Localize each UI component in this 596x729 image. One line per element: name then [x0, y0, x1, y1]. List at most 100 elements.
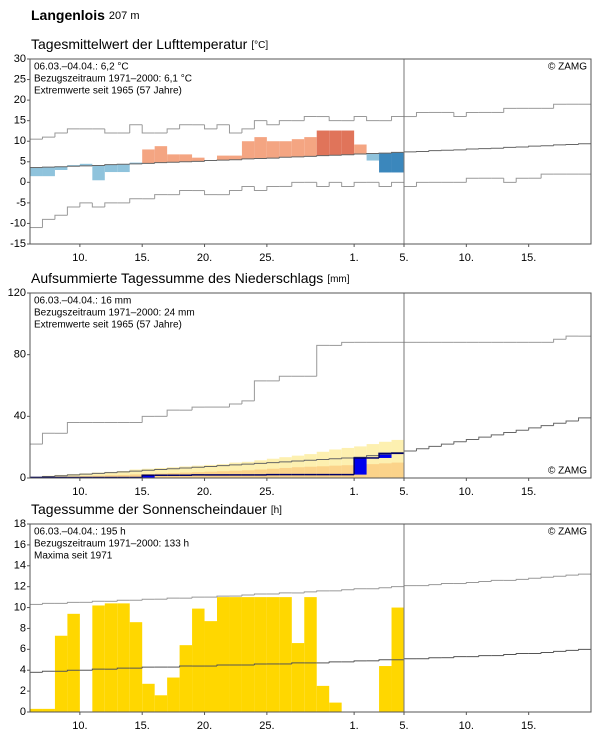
- step-line: [578, 417, 591, 421]
- plot-frame: [29, 523, 592, 713]
- area-step: [117, 471, 130, 478]
- y-tick-label: 0: [20, 472, 26, 484]
- step-line: [503, 654, 517, 656]
- bar: [117, 603, 130, 712]
- bar: [279, 597, 292, 712]
- bar: [192, 608, 205, 712]
- step-line: [515, 429, 529, 433]
- y-tick-label: 10: [14, 135, 26, 147]
- step-line: [465, 177, 479, 183]
- step-line: [453, 441, 467, 445]
- step-line: [179, 467, 193, 469]
- x-tick-label: 1.: [350, 486, 359, 498]
- bar: [379, 666, 392, 712]
- area-step: [391, 462, 404, 478]
- anomaly-bar: [167, 154, 180, 163]
- anomaly-bar: [79, 163, 93, 166]
- step-line: [465, 148, 479, 150]
- y-tick-label: 4: [20, 664, 26, 676]
- cumulative-line: [353, 457, 367, 475]
- y-tick-label: 6: [20, 643, 26, 655]
- step-line: [478, 655, 492, 657]
- step-line: [515, 177, 529, 183]
- annotation: Bezugszeitraum 1971–2000: 24 mm: [34, 308, 195, 319]
- bar: [142, 683, 155, 712]
- step-line: [253, 462, 267, 465]
- step-line: [328, 661, 342, 663]
- step-line: [241, 400, 255, 404]
- anomaly-bar: [329, 130, 342, 156]
- chart-unit: [h]: [271, 505, 282, 516]
- y-tick-label: 40: [14, 410, 26, 422]
- y-tick-label: 80: [14, 349, 26, 361]
- y-tick-label: -10: [10, 217, 26, 229]
- step-line: [353, 588, 367, 590]
- cumulative-line: [378, 452, 392, 458]
- bar: [329, 702, 342, 712]
- step-line: [428, 584, 442, 586]
- step-line: [228, 403, 242, 408]
- area-step: [67, 474, 80, 478]
- step-line: [166, 468, 180, 470]
- bar: [304, 597, 317, 712]
- step-line: [316, 344, 330, 377]
- bar: [266, 597, 280, 712]
- anomaly-bar: [229, 155, 242, 160]
- anomaly-bar: [241, 141, 255, 159]
- step-line: [129, 470, 143, 472]
- area-step: [316, 466, 330, 478]
- x-tick-label: 25.: [259, 720, 274, 729]
- step-line: [478, 436, 492, 440]
- step-line: [553, 575, 567, 578]
- area-step: [104, 475, 118, 478]
- step-line: [291, 181, 305, 187]
- bar: [167, 677, 180, 712]
- step-line: [553, 422, 567, 426]
- step-line: [278, 120, 292, 125]
- bar: [54, 635, 68, 712]
- anomaly-bar: [217, 155, 230, 161]
- area-step: [241, 470, 255, 478]
- step-line: [391, 586, 404, 588]
- area-step: [54, 474, 68, 478]
- bar: [204, 621, 217, 712]
- step-line: [266, 462, 280, 464]
- bar: [129, 622, 143, 712]
- x-tick-label: 5.: [399, 252, 408, 264]
- y-tick-label: 14: [14, 560, 26, 572]
- area-step: [167, 467, 180, 478]
- step-line: [565, 420, 579, 424]
- step-line: [253, 593, 267, 596]
- step-line: [179, 665, 193, 668]
- step-line: [453, 656, 467, 658]
- step-line: [453, 112, 467, 118]
- step-line: [353, 116, 367, 121]
- step-line: [428, 657, 442, 659]
- step-line: [266, 185, 280, 191]
- anomaly-bar: [117, 164, 130, 173]
- area-step: [379, 463, 392, 478]
- increment-bar: [142, 475, 155, 478]
- y-tick-label: 12: [14, 581, 26, 593]
- step-line: [465, 581, 479, 584]
- step-line: [79, 202, 93, 207]
- step-line: [41, 432, 55, 445]
- chart-title: Tagesmittelwert der Lufttemperatur [°C]: [31, 36, 268, 52]
- annotation: Maxima seit 1971: [34, 551, 113, 562]
- anomaly-bar: [142, 149, 155, 164]
- step-line: [91, 668, 105, 671]
- step-line: [241, 463, 255, 465]
- step-line: [116, 667, 130, 670]
- step-line: [104, 128, 118, 134]
- step-line: [41, 602, 55, 605]
- step-line: [540, 173, 554, 179]
- y-tick-label: 18: [14, 518, 26, 530]
- plot-background: [30, 293, 591, 478]
- y-tick-label: 16: [14, 539, 26, 551]
- step-line: [278, 375, 292, 381]
- step-line: [303, 459, 317, 462]
- anomaly-bar: [266, 141, 280, 159]
- step-line: [104, 164, 118, 166]
- step-line: [291, 662, 305, 664]
- step-line: [553, 144, 567, 146]
